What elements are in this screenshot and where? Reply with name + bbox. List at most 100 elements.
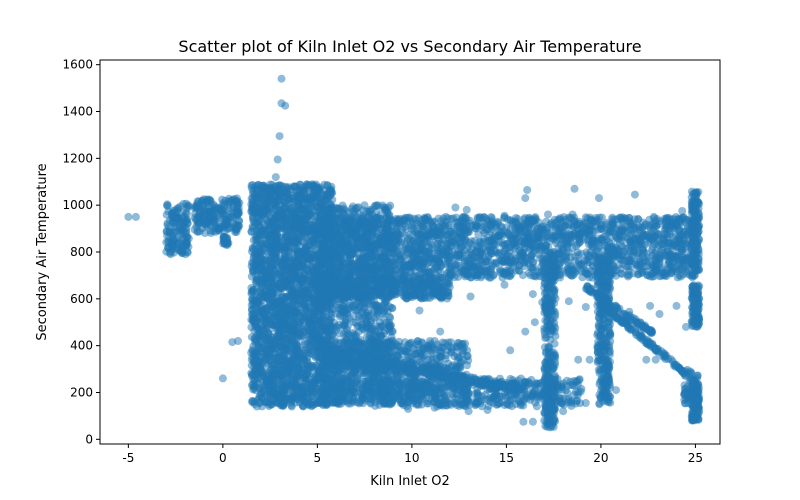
scatter-point	[177, 249, 186, 258]
scatter-point	[296, 322, 305, 331]
scatter-point	[301, 299, 309, 307]
scatter-point	[199, 217, 208, 225]
scatter-point	[286, 331, 295, 340]
scatter-point	[274, 354, 283, 362]
scatter-point	[294, 223, 303, 232]
scatter-point	[247, 181, 256, 190]
scatter-point	[233, 224, 242, 233]
scatter-point	[259, 181, 268, 190]
scatter-point	[257, 211, 266, 220]
scatter-point	[248, 296, 257, 305]
scatter-point	[311, 321, 320, 330]
scatter-point	[183, 219, 192, 228]
scatter-point	[261, 230, 270, 239]
scatter-point	[261, 256, 270, 265]
scatter-point	[285, 382, 294, 391]
scatter-point	[371, 306, 379, 315]
scatter-point	[212, 223, 221, 232]
scatter-point	[296, 180, 305, 189]
scatter-point	[247, 258, 256, 267]
scatter-point	[294, 250, 303, 259]
scatter-point	[359, 206, 368, 215]
scatter-point	[162, 201, 171, 210]
scatter-point	[385, 318, 394, 327]
scatter-point	[213, 216, 222, 225]
scatter-point	[290, 339, 299, 347]
scatter-point	[261, 239, 270, 248]
scatter-point	[270, 254, 279, 263]
scatter-point	[298, 314, 307, 323]
scatter-point	[280, 211, 289, 220]
scatter-point	[351, 318, 360, 327]
scatter-point	[199, 202, 208, 211]
scatter-point	[294, 201, 303, 210]
scatter-point	[302, 214, 311, 223]
scatter-point	[388, 304, 397, 313]
scatter-point	[300, 207, 309, 216]
scatter-point	[307, 308, 316, 317]
scatter-point	[251, 205, 260, 214]
scatter-point	[329, 324, 338, 333]
scatter-point	[168, 239, 177, 248]
scatter-point	[267, 187, 276, 196]
scatter-point	[269, 265, 278, 274]
scatter-point	[358, 307, 367, 316]
scatter-point	[281, 198, 290, 207]
scatter-point	[317, 315, 326, 324]
scatter-point	[381, 203, 389, 212]
scatter-point	[218, 195, 227, 204]
scatter-point	[251, 231, 260, 240]
scatter-point	[279, 219, 287, 227]
scatter-point	[293, 306, 302, 315]
scatter-point	[289, 323, 298, 332]
scatter-point	[162, 238, 171, 247]
scatter-point	[298, 332, 307, 341]
scatter-point	[361, 326, 369, 335]
scatter-point	[370, 202, 379, 211]
scatter-point	[307, 236, 316, 245]
scatter-point	[289, 237, 298, 246]
scatter-point	[193, 227, 202, 236]
scatter-point	[333, 204, 342, 213]
scatter-point	[166, 247, 175, 256]
scatter-point	[268, 291, 277, 300]
scatter-point	[256, 247, 265, 256]
scatter-point	[262, 376, 271, 385]
scatter-point	[202, 208, 211, 217]
scatter-point	[288, 355, 297, 364]
scatter-point	[292, 188, 301, 197]
scatter-point	[291, 275, 300, 283]
scatter-point	[294, 259, 303, 268]
scatter-point	[261, 354, 270, 363]
scatter-point	[190, 213, 199, 222]
scatter-point	[319, 198, 327, 207]
scatter-point	[254, 369, 262, 378]
scatter-points	[124, 74, 704, 432]
scatter-point	[295, 282, 304, 290]
scatter-point	[305, 398, 314, 406]
scatter-point	[251, 316, 260, 325]
scatter-point	[299, 237, 308, 246]
scatter-point	[265, 273, 274, 282]
scatter-point	[297, 288, 306, 297]
scatter-point	[304, 289, 313, 298]
scatter-point	[275, 311, 284, 320]
scatter-point	[263, 397, 272, 406]
scatter-point	[299, 354, 308, 362]
scatter-point	[174, 215, 183, 224]
scatter-point	[263, 368, 272, 377]
scatter-point	[255, 398, 264, 407]
scatter-point	[280, 251, 289, 260]
scatter-point	[163, 219, 172, 228]
scatter-point	[253, 331, 261, 340]
scatter-point	[287, 290, 296, 298]
scatter-point	[184, 202, 193, 211]
scatter-point	[219, 239, 228, 248]
scatter-point	[269, 360, 278, 369]
scatter-point	[303, 226, 312, 235]
scatter-point	[277, 260, 285, 269]
scatter-point	[272, 320, 281, 329]
scatter-point	[316, 305, 325, 314]
scatter-point	[254, 379, 263, 388]
scatter-point	[216, 209, 225, 218]
